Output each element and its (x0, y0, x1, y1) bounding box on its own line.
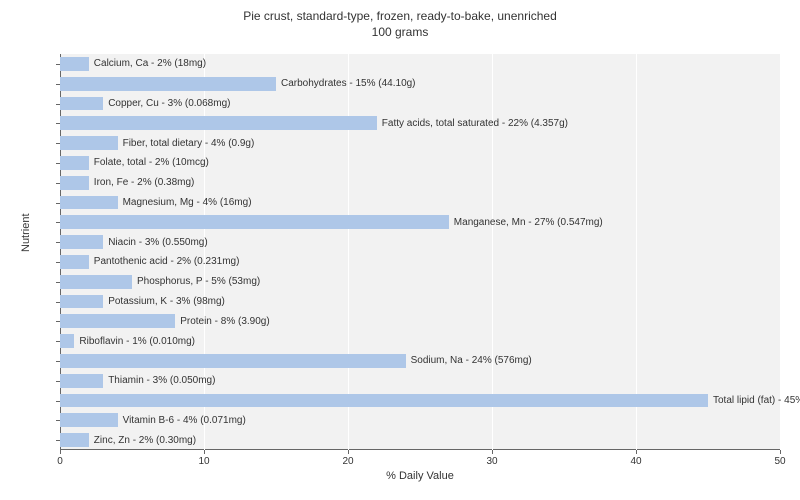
bar-label: Magnesium, Mg - 4% (16mg) (118, 196, 252, 210)
xtick-mark (348, 450, 349, 454)
bar (60, 374, 103, 388)
bar-row: Fatty acids, total saturated - 22% (4.35… (60, 113, 780, 133)
bar-label: Fiber, total dietary - 4% (0.9g) (118, 136, 255, 150)
chart-title: Pie crust, standard-type, frozen, ready-… (0, 0, 800, 40)
bar-row: Pantothenic acid - 2% (0.231mg) (60, 252, 780, 272)
bar-row: Thiamin - 3% (0.050mg) (60, 371, 780, 391)
bar-label: Zinc, Zn - 2% (0.30mg) (89, 433, 196, 447)
bar-row: Phosphorus, P - 5% (53mg) (60, 272, 780, 292)
bar (60, 136, 118, 150)
bar (60, 77, 276, 91)
bar (60, 97, 103, 111)
bar (60, 176, 89, 190)
gridline (780, 54, 781, 450)
bar-label: Riboflavin - 1% (0.010mg) (74, 334, 195, 348)
bar-row: Protein - 8% (3.90g) (60, 311, 780, 331)
bar (60, 275, 132, 289)
bar-row: Iron, Fe - 2% (0.38mg) (60, 173, 780, 193)
bar-row: Riboflavin - 1% (0.010mg) (60, 331, 780, 351)
xtick-mark (204, 450, 205, 454)
bar-label: Folate, total - 2% (10mcg) (89, 156, 209, 170)
bar (60, 196, 118, 210)
bar-label: Thiamin - 3% (0.050mg) (103, 374, 215, 388)
plot-area: 01020304050Calcium, Ca - 2% (18mg)Carboh… (60, 54, 780, 450)
bar-row: Magnesium, Mg - 4% (16mg) (60, 193, 780, 213)
bar-row: Calcium, Ca - 2% (18mg) (60, 54, 780, 74)
y-axis-label: Nutrient (20, 213, 32, 252)
bar-row: Total lipid (fat) - 45% (29.20g) (60, 391, 780, 411)
bar-label: Protein - 8% (3.90g) (175, 314, 270, 328)
xtick-mark (60, 450, 61, 454)
bar-label: Potassium, K - 3% (98mg) (103, 295, 225, 309)
xtick-label: 40 (630, 456, 641, 467)
chart-title-line2: 100 grams (0, 24, 800, 40)
bar (60, 116, 377, 130)
bar (60, 235, 103, 249)
bar-label: Pantothenic acid - 2% (0.231mg) (89, 255, 240, 269)
bar-label: Vitamin B-6 - 4% (0.071mg) (118, 413, 246, 427)
xtick-mark (780, 450, 781, 454)
bar-label: Niacin - 3% (0.550mg) (103, 235, 207, 249)
xtick-label: 50 (774, 456, 785, 467)
bar (60, 413, 118, 427)
bar-row: Sodium, Na - 24% (576mg) (60, 351, 780, 371)
bar-row: Manganese, Mn - 27% (0.547mg) (60, 212, 780, 232)
xtick-label: 10 (198, 456, 209, 467)
xtick-label: 20 (342, 456, 353, 467)
bar-label: Manganese, Mn - 27% (0.547mg) (449, 215, 603, 229)
bar (60, 354, 406, 368)
bar-row: Vitamin B-6 - 4% (0.071mg) (60, 410, 780, 430)
bar (60, 255, 89, 269)
bar-label: Iron, Fe - 2% (0.38mg) (89, 176, 195, 190)
bar-label: Copper, Cu - 3% (0.068mg) (103, 97, 230, 111)
bar (60, 334, 74, 348)
x-axis-label: % Daily Value (60, 470, 780, 482)
bar-label: Calcium, Ca - 2% (18mg) (89, 57, 206, 71)
bar-label: Sodium, Na - 24% (576mg) (406, 354, 532, 368)
xtick-mark (636, 450, 637, 454)
bar-label: Fatty acids, total saturated - 22% (4.35… (377, 116, 568, 130)
bar-row: Fiber, total dietary - 4% (0.9g) (60, 133, 780, 153)
bar (60, 156, 89, 170)
bar-label: Carbohydrates - 15% (44.10g) (276, 77, 416, 91)
bar-row: Folate, total - 2% (10mcg) (60, 153, 780, 173)
bar-label: Total lipid (fat) - 45% (29.20g) (708, 394, 800, 408)
bar (60, 295, 103, 309)
xtick-label: 0 (57, 456, 63, 467)
bar-row: Potassium, K - 3% (98mg) (60, 292, 780, 312)
bar-row: Carbohydrates - 15% (44.10g) (60, 74, 780, 94)
xtick-mark (492, 450, 493, 454)
bar-label: Phosphorus, P - 5% (53mg) (132, 275, 260, 289)
xtick-label: 30 (486, 456, 497, 467)
bar (60, 57, 89, 71)
bar (60, 314, 175, 328)
bar (60, 433, 89, 447)
bar-row: Niacin - 3% (0.550mg) (60, 232, 780, 252)
bar-row: Copper, Cu - 3% (0.068mg) (60, 94, 780, 114)
chart-title-line1: Pie crust, standard-type, frozen, ready-… (0, 8, 800, 24)
bar (60, 394, 708, 408)
bar (60, 215, 449, 229)
bar-row: Zinc, Zn - 2% (0.30mg) (60, 430, 780, 450)
